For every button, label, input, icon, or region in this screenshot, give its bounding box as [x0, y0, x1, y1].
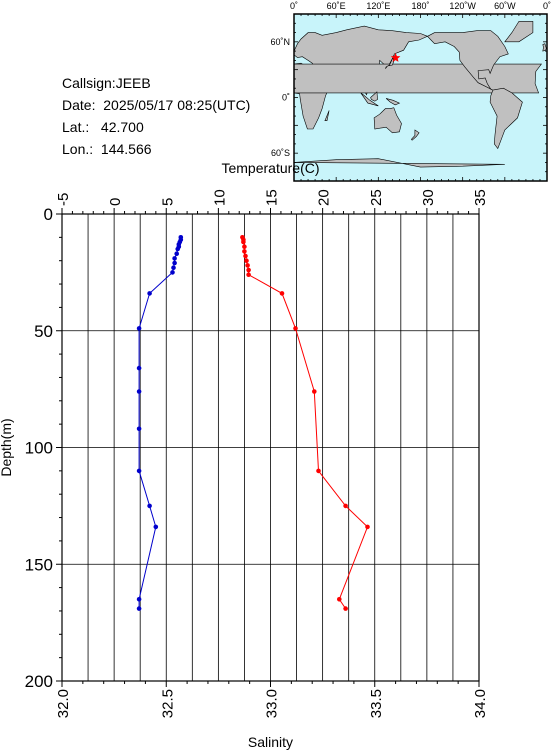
station-info: Callsign:JEEB Date: 2025/05/17 08:25(UTC… — [62, 72, 250, 160]
land-australia — [373, 107, 402, 134]
temperature-tick-label: 30 — [420, 189, 437, 206]
salinity-tick-label: 33.5 — [368, 689, 385, 718]
map-lat-label: 60˚S — [271, 148, 290, 158]
temperature-profile-point — [244, 258, 249, 264]
temperature-profile-point — [343, 503, 348, 509]
temperature-profile-point — [365, 524, 370, 530]
map-lat-label: 0˚ — [282, 93, 290, 103]
depth-tick-label: 200 — [25, 672, 53, 691]
salinity-profile — [136, 235, 184, 611]
salinity-profile-point — [136, 365, 142, 371]
temperature-tick-label: 0 — [107, 198, 124, 206]
map-lon-label: 120˚E — [366, 1, 390, 11]
lat-value: 42.700 — [100, 119, 144, 135]
temperature-profile-point — [316, 468, 321, 474]
temperature-tick-label: 25 — [368, 189, 385, 206]
date-label: Date: — [62, 97, 96, 113]
temperature-tick-label: 5 — [159, 198, 176, 206]
salinity-profile-point — [136, 389, 142, 394]
lat-label: Lat.: — [62, 119, 90, 135]
callsign-line: Callsign:JEEB — [62, 72, 250, 94]
salinity-profile-line — [138, 237, 182, 609]
map-lat-label: 60˚N — [270, 37, 290, 47]
lat-line: Lat.: 42.700 — [62, 116, 250, 138]
lon-line: Lon.: 144.566 — [62, 138, 250, 160]
map-land — [293, 21, 547, 181]
temperature-profile-point — [242, 249, 247, 254]
map-lon-label: 0˚ — [290, 1, 298, 11]
lon-value: 144.566 — [100, 141, 152, 157]
map-lon-label: 0˚ — [543, 1, 551, 11]
date-line: Date: 2025/05/17 08:25(UTC) — [62, 94, 250, 116]
salinity-profile-point — [147, 291, 152, 296]
salinity-profile-point — [136, 606, 142, 611]
salinity-tick-label: 32.0 — [55, 689, 72, 718]
temperature-profile-point — [279, 291, 285, 296]
temperature-axis-label: Temperature(C) — [221, 160, 319, 176]
temperature-profile-point — [241, 239, 246, 245]
salinity-ticks — [61, 681, 480, 687]
map-lon-label: 180˚ — [411, 1, 429, 11]
temperature-profile-point — [242, 244, 247, 249]
temperature-profile-point — [337, 597, 342, 602]
depth-ticks — [56, 213, 62, 682]
temperature-ticks — [61, 208, 480, 214]
land-north-america — [427, 30, 509, 91]
land-south-america — [489, 87, 523, 150]
callsign-value: JEEB — [115, 75, 151, 91]
depth-tick-label: 100 — [25, 439, 53, 458]
salinity-profile-point — [136, 326, 142, 331]
land-uk — [542, 43, 547, 52]
salinity-axis-label: Salinity — [248, 734, 293, 750]
salinity-profile-point — [175, 246, 180, 252]
map-ticks — [293, 13, 548, 182]
salinity-profile-point — [174, 251, 179, 256]
salinity-profile-point — [153, 524, 159, 530]
temperature-profile-point — [293, 326, 298, 331]
temperature-profile-point — [246, 267, 251, 273]
land-sumatra-java — [360, 92, 379, 107]
salinity-profile-point — [172, 256, 177, 261]
land-new-guinea — [385, 98, 401, 106]
temperature-profile-point — [246, 272, 251, 278]
temperature-tick-label: 20 — [316, 189, 333, 206]
lon-label: Lon.: — [62, 141, 94, 157]
date-value: 2025/05/17 08:25(UTC) — [103, 97, 251, 113]
salinity-profile-point — [136, 426, 142, 432]
chart-grid — [61, 213, 480, 682]
depth-tick-label: 150 — [25, 555, 53, 574]
land-new-zealand — [411, 129, 420, 141]
map-lon-label: 60˚W — [494, 1, 516, 11]
station-marker-icon — [390, 52, 401, 62]
salinity-profile-point — [170, 270, 175, 275]
land-greenland — [504, 21, 534, 43]
land-madagascar — [324, 110, 330, 121]
salinity-tick-label: 34.0 — [472, 689, 489, 718]
temperature-profile-point — [312, 389, 317, 394]
salinity-profile-point — [147, 503, 152, 509]
salinity-profile-point — [136, 597, 142, 602]
map-lon-label: 120˚W — [449, 1, 476, 11]
land-borneo — [370, 91, 378, 102]
temperature-profile-point — [245, 263, 250, 268]
temperature-tick-label: -5 — [55, 193, 72, 206]
temperature-tick-label: 35 — [472, 189, 489, 206]
depth-tick-label: 0 — [44, 205, 53, 224]
salinity-tick-label: 32.5 — [159, 689, 176, 718]
temperature-tick-label: 15 — [264, 189, 281, 206]
temperature-profile — [240, 235, 370, 611]
temperature-profile-point — [343, 606, 348, 611]
salinity-tick-label: 33.0 — [264, 689, 281, 718]
depth-axis-label: Depth(m) — [0, 418, 14, 476]
depth-tick-label: 50 — [34, 322, 53, 341]
salinity-profile-point — [172, 260, 177, 266]
salinity-profile-point — [171, 265, 176, 271]
salinity-profile-point — [136, 468, 142, 474]
temperature-tick-label: 10 — [211, 189, 228, 206]
callsign-label: Callsign: — [62, 75, 116, 91]
temperature-profile-point — [243, 253, 248, 259]
map-lon-label: 60˚E — [327, 1, 346, 11]
